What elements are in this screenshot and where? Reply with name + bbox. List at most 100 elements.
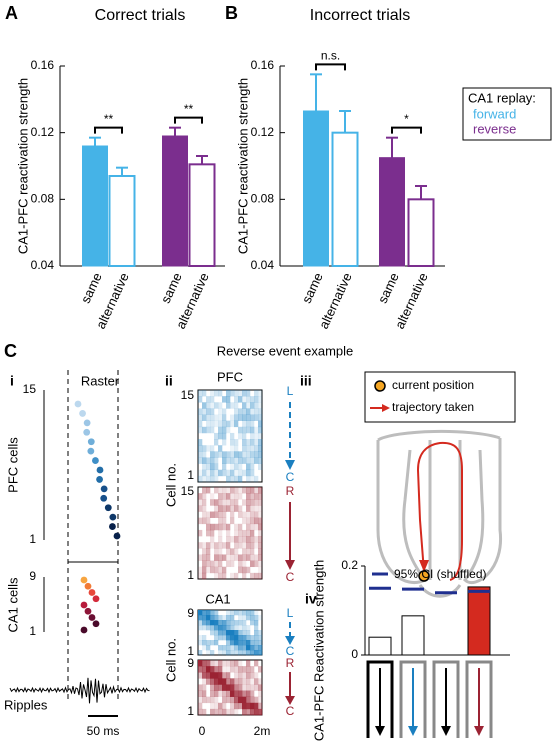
heatmap-cell [198, 445, 203, 452]
heatmap-cell [234, 625, 239, 631]
heatmap-cell [206, 696, 211, 704]
heatmap-cell [254, 493, 259, 500]
arm-letter: C [286, 470, 295, 484]
heatmap-cell [258, 678, 263, 685]
heatmap-cell [238, 469, 243, 477]
heatmap-cell [202, 684, 207, 691]
panel-label: iv [305, 591, 317, 607]
tick-label: 15 [181, 484, 195, 498]
legend-box [364, 371, 516, 423]
heatmap-cell [218, 451, 223, 458]
heatmap-cell [230, 487, 235, 494]
heatmap-cell [218, 542, 223, 549]
bar [379, 157, 405, 267]
heatmap-cell [210, 672, 215, 679]
heatmap-cell [254, 396, 259, 403]
y-tick-label: 0.12 [31, 125, 55, 139]
bar [368, 636, 392, 656]
heatmap-cell [218, 702, 223, 710]
heatmap-cell [218, 445, 223, 452]
heatmap-cell [226, 708, 231, 716]
heatmap-cell [198, 439, 203, 446]
heatmap-cell [222, 630, 227, 636]
heatmap-cell [226, 529, 231, 537]
heatmap-cell [230, 625, 235, 631]
heatmap-cell [214, 439, 219, 446]
heatmap-cell [254, 620, 259, 626]
heatmap-cell [210, 463, 215, 471]
heatmap-cell [226, 666, 231, 673]
heatmap-cell [222, 635, 227, 641]
heatmap-cell [198, 517, 203, 525]
heatmap-cell [206, 445, 211, 452]
heatmap-cell [234, 475, 239, 483]
x-tick-label: same [375, 270, 402, 305]
heatmap-cell [234, 554, 239, 561]
heatmap-cell [230, 690, 235, 697]
raster-dot [87, 438, 95, 446]
heatmap-cell [210, 666, 215, 673]
heatmap-cell [218, 572, 223, 580]
heatmap-cell [218, 625, 223, 631]
significance-bracket [174, 116, 203, 124]
heatmap-cell [218, 666, 223, 673]
heatmap-cell [250, 672, 255, 679]
heatmap-cell [254, 640, 259, 646]
y-tick-label: 0.2 [341, 558, 358, 572]
heatmap-cell [250, 402, 255, 409]
heatmap-cell [214, 420, 219, 428]
heatmap-cell [254, 523, 259, 531]
heatmap-cell [226, 402, 231, 409]
heatmap-cell [222, 408, 227, 415]
heatmap-cell [238, 542, 243, 549]
trajectory-arrow [419, 560, 429, 572]
y-tick-label: 0.16 [251, 58, 275, 72]
heatmap-cell [258, 432, 263, 440]
heatmap-cell [250, 548, 255, 555]
category-icons [366, 660, 493, 738]
heatmap-cell [258, 630, 263, 636]
heatmap-cell [250, 451, 255, 458]
heatmap-cell [230, 420, 235, 428]
heatmap-cell [206, 426, 211, 434]
heatmap-cell [214, 708, 219, 716]
heatmap-cell [222, 396, 227, 403]
heatmap-cell [246, 678, 251, 685]
heatmap-cell [198, 650, 203, 656]
heatmap-cell [214, 505, 219, 512]
heatmap-cell [226, 678, 231, 685]
bar [467, 586, 491, 656]
heatmap-cell [254, 650, 259, 656]
heatmap-cell [214, 684, 219, 691]
heatmap-cell [226, 457, 231, 464]
heatmap-cell [258, 420, 263, 428]
heatmap-cell [226, 615, 231, 621]
heatmap-cell [198, 566, 203, 574]
heatmap-cell [254, 475, 259, 483]
heatmap-cell [250, 499, 255, 506]
heatmap-cell [202, 635, 207, 641]
heatmap-cell [234, 457, 239, 464]
heatmap-cell [202, 645, 207, 651]
heatmap-cell [242, 696, 247, 704]
heatmap-cell [242, 469, 247, 477]
heatmap-cell [202, 463, 207, 471]
heatmap-cell [218, 420, 223, 428]
heatmap-cell [222, 493, 227, 500]
heatmap-frame [197, 486, 263, 580]
heatmap-cell [238, 426, 243, 434]
heatmap-cell [218, 511, 223, 518]
heatmap-cell [202, 511, 207, 518]
heatmap-cell [254, 684, 259, 691]
heatmap-cell [218, 493, 223, 500]
heatmap-cell [202, 625, 207, 631]
heatmap-cell [230, 666, 235, 673]
heatmap-cell [238, 457, 243, 464]
heatmap-cell [202, 572, 207, 580]
heatmap-cell [242, 690, 247, 697]
heatmap-cell [258, 548, 263, 555]
heatmap-cell [214, 615, 219, 621]
pfc-title: PFC [217, 369, 243, 384]
heatmap-cell [246, 650, 251, 656]
heatmap-cell [222, 645, 227, 651]
